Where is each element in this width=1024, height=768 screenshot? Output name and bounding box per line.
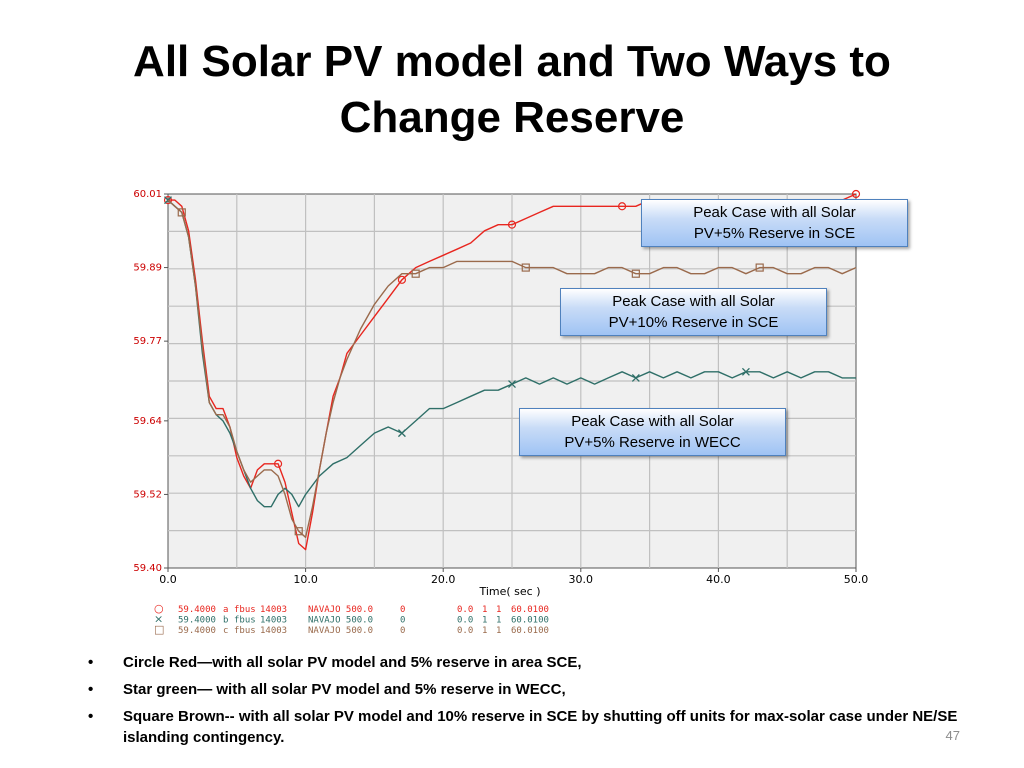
legend-val1: 59.4000 bbox=[178, 616, 216, 626]
bullet-item: • Star green— with all solar PV model an… bbox=[88, 679, 988, 700]
legend-f4: 60.0100 bbox=[511, 605, 549, 615]
legend-f3: 1 bbox=[496, 605, 501, 615]
legend-num: 14003 bbox=[260, 626, 287, 636]
bullet-marker: • bbox=[88, 708, 94, 725]
legend-ch: b bbox=[223, 616, 228, 626]
y-tick-label: 59.89 bbox=[133, 263, 162, 274]
legend-marker: × bbox=[154, 613, 163, 626]
page-number: 47 bbox=[945, 728, 960, 743]
legend-f1: 0.0 bbox=[457, 616, 473, 626]
data-point-marker bbox=[631, 269, 640, 278]
bullet-list: • Circle Red—with all solar PV model and… bbox=[88, 652, 988, 754]
legend-val1: 59.4000 bbox=[178, 605, 216, 615]
frequency-chart: 60.01 59.89 59.77 59.64 59.52 59.40 0.0 10.0 20.… bbox=[120, 178, 908, 648]
callout-sce-5: Peak Case with all Solar PV+5% Reserve i… bbox=[641, 199, 908, 247]
data-point-marker bbox=[507, 220, 517, 229]
bullet-text: Star green— with all solar PV model and … bbox=[123, 681, 566, 698]
bullet-item: • Square Brown-- with all solar PV model… bbox=[88, 706, 988, 748]
data-point-marker bbox=[521, 263, 530, 272]
legend-f4: 60.0100 bbox=[511, 626, 549, 636]
bullet-marker: • bbox=[88, 654, 94, 671]
data-point-marker bbox=[273, 459, 283, 468]
title-line-1: All Solar PV model and Two Ways to bbox=[133, 37, 891, 86]
callout-line: Peak Case with all Solar bbox=[571, 413, 734, 430]
callout-line: PV+10% Reserve in SCE bbox=[608, 314, 779, 331]
legend-marker: ○ bbox=[154, 602, 164, 615]
legend-name: fbus bbox=[234, 626, 256, 636]
data-point-marker bbox=[397, 429, 406, 438]
x-tick-label: 40.0 bbox=[706, 573, 731, 586]
legend-f4: 60.0100 bbox=[511, 616, 549, 626]
legend-f1: 0.0 bbox=[457, 605, 473, 615]
callout-line: PV+5% Reserve in WECC bbox=[564, 434, 741, 451]
data-point-marker bbox=[397, 275, 407, 284]
legend-ch: c bbox=[223, 626, 228, 636]
callout-line: PV+5% Reserve in SCE bbox=[693, 225, 856, 242]
data-point-marker bbox=[294, 527, 303, 536]
legend-f2: 1 bbox=[482, 626, 487, 636]
data-point-marker bbox=[617, 202, 627, 211]
x-tick-label: 50.0 bbox=[844, 573, 869, 586]
legend-marker: □ bbox=[154, 623, 164, 636]
y-tick-label: 59.64 bbox=[133, 416, 162, 427]
data-point-marker bbox=[755, 263, 764, 272]
data-point-marker bbox=[631, 373, 640, 382]
data-point-marker bbox=[163, 196, 173, 205]
legend-f3: 1 bbox=[496, 616, 501, 626]
y-tick-label: 60.01 bbox=[133, 189, 162, 200]
bullet-item: • Circle Red—with all solar PV model and… bbox=[88, 652, 988, 673]
legend-f2: 1 bbox=[482, 605, 487, 615]
legend-f1: 0.0 bbox=[457, 626, 473, 636]
callout-sce-10: Peak Case with all Solar PV+10% Reserve … bbox=[560, 288, 827, 336]
legend-z: 0 bbox=[400, 605, 405, 615]
data-point-marker bbox=[508, 380, 516, 389]
legend-ch: a bbox=[223, 605, 228, 615]
data-point-marker bbox=[741, 367, 750, 376]
data-point-marker bbox=[411, 269, 420, 278]
x-tick-label: 0.0 bbox=[159, 573, 177, 586]
legend-z: 0 bbox=[400, 616, 405, 626]
x-tick-label: 30.0 bbox=[569, 573, 594, 586]
legend-f2: 1 bbox=[482, 616, 487, 626]
callout-line: Peak Case with all Solar bbox=[693, 204, 856, 221]
legend-f3: 1 bbox=[496, 626, 501, 636]
data-point-marker bbox=[851, 189, 861, 199]
legend-bus: NAVAJO 500.0 bbox=[308, 605, 373, 615]
slide-title: All Solar PV model and Two Ways to Chang… bbox=[0, 34, 1024, 146]
bullet-text: Square Brown-- with all solar PV model a… bbox=[123, 708, 958, 746]
legend-name: fbus bbox=[234, 605, 256, 615]
callout-line: Peak Case with all Solar bbox=[612, 293, 775, 310]
legend-z: 0 bbox=[400, 626, 405, 636]
x-tick-label: 10.0 bbox=[293, 573, 318, 586]
legend-val1: 59.4000 bbox=[178, 626, 216, 636]
legend-bus: NAVAJO 500.0 bbox=[308, 626, 373, 636]
x-tick-label: 20.0 bbox=[431, 573, 456, 586]
data-point-marker bbox=[177, 208, 186, 217]
y-tick-label: 59.52 bbox=[133, 489, 162, 500]
legend-num: 14003 bbox=[260, 605, 287, 615]
series-line-square bbox=[167, 199, 857, 538]
legend-name: fbus bbox=[234, 616, 256, 626]
y-tick-label: 59.77 bbox=[133, 336, 162, 347]
legend-bus: NAVAJO 500.0 bbox=[308, 616, 373, 626]
callout-wecc-5: Peak Case with all Solar PV+5% Reserve i… bbox=[519, 408, 786, 456]
title-line-2: Change Reserve bbox=[339, 93, 685, 142]
x-axis-label: Time( sec ) bbox=[478, 585, 540, 598]
legend-num: 14003 bbox=[260, 616, 287, 626]
bullet-text: Circle Red—with all solar PV model and 5… bbox=[123, 654, 582, 671]
bullet-marker: • bbox=[88, 681, 94, 698]
y-tick-label: 59.40 bbox=[133, 563, 162, 574]
